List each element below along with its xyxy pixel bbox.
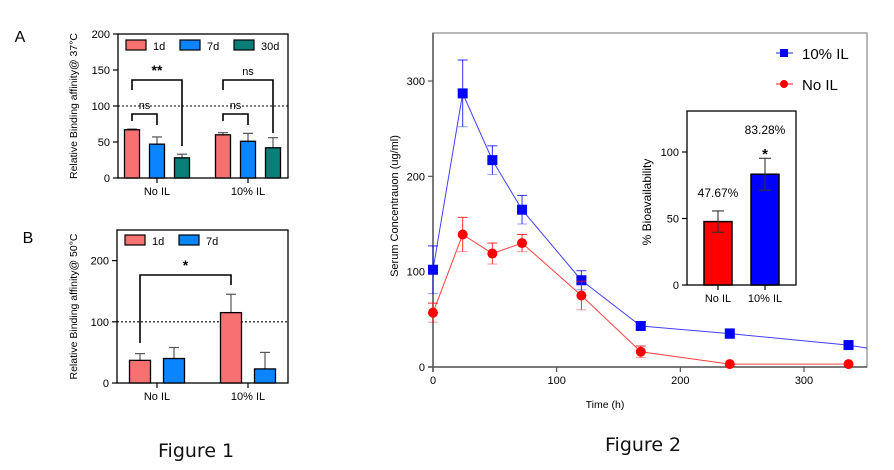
series-line <box>432 91 849 346</box>
y-tick-label: 0 <box>673 280 679 292</box>
figure-2: 0 100 200 300 0 100 200 300 Time (h) Serum Concen… <box>389 32 868 411</box>
bar <box>264 147 282 179</box>
y-tick-label: 300 <box>407 76 425 88</box>
data-point <box>517 204 528 215</box>
y-tick-label: 100 <box>92 101 110 113</box>
significance-label: ns <box>230 100 242 112</box>
legend-label: 1d <box>153 41 165 53</box>
bar <box>219 311 243 384</box>
data-point <box>576 275 587 286</box>
y-tick-label: 50 <box>98 137 110 149</box>
y-axis-label: % Bioavailability <box>640 159 654 246</box>
y-axis-label: Relative Binding affinity@ 50°C <box>68 233 80 379</box>
legend-label: 7d <box>206 236 218 248</box>
bar <box>253 368 277 384</box>
data-point <box>428 307 438 318</box>
legend-label: No IL <box>802 77 838 94</box>
x-axis-label: Time (h) <box>586 399 625 411</box>
figure-2-caption: Figure 2 <box>605 434 682 456</box>
data-point <box>487 155 498 166</box>
legend-label: 10% IL <box>802 46 849 63</box>
legend-label: 1d <box>152 236 164 248</box>
figure-2-inset: 0 50 100 % Bioavailability No IL 47.67% 10% IL… <box>640 110 797 305</box>
x-tick-label: 100 <box>547 375 565 387</box>
y-tick-label: 0 <box>419 362 425 374</box>
significance-bracket <box>131 79 183 146</box>
plot-frame <box>116 229 289 384</box>
significance-label: * <box>762 146 768 163</box>
legend-swatch <box>179 39 201 51</box>
bar <box>239 140 257 179</box>
bar <box>162 357 186 384</box>
y-tick-label: 50 <box>667 214 679 226</box>
significance-bracket <box>222 113 249 125</box>
series-line <box>432 233 849 365</box>
bar <box>214 134 232 179</box>
series-no-il <box>428 216 854 370</box>
significance-label: ** <box>152 62 163 78</box>
panel-label: A <box>15 29 26 46</box>
significance-bracket <box>131 113 158 125</box>
data-point <box>487 248 498 259</box>
x-tick-label: No IL <box>144 391 170 403</box>
y-tick-label: 100 <box>91 317 109 329</box>
y-axis-label: Relative Binding affinity@ 37°C <box>68 33 80 179</box>
panel-a: A 0 50 100 150 200 Relative Binding affinity@ … <box>15 29 289 198</box>
x-tick-label: 200 <box>671 375 689 387</box>
series-10-il <box>428 59 868 351</box>
significance-bracket <box>222 79 274 133</box>
data-point <box>724 359 735 370</box>
panel-b: B 0 100 200 Relative Binding affinity@ 50°C N… <box>23 229 289 403</box>
data-point <box>843 340 854 351</box>
inset-frame <box>686 110 797 286</box>
data-point <box>428 264 438 275</box>
y-axis-label: Serum Concentrauon (ug/ml) <box>389 135 401 277</box>
y-tick-label: 100 <box>407 267 425 279</box>
y-tick-label: 0 <box>103 378 109 390</box>
bar <box>148 143 166 179</box>
data-point <box>457 229 468 240</box>
figure-1-caption: Figure 1 <box>158 440 235 462</box>
y-tick-label: 0 <box>104 173 110 185</box>
legend-label: 30d <box>261 41 279 53</box>
significance-label: ns <box>242 66 254 78</box>
y-tick-label: 200 <box>407 171 425 183</box>
data-label: 83.28% <box>745 123 786 137</box>
x-tick-label: 300 <box>795 375 813 387</box>
significance-bracket <box>139 274 232 343</box>
data-point <box>724 328 735 339</box>
data-point <box>517 238 528 249</box>
legend-swatch <box>233 39 255 51</box>
y-tick-label: 200 <box>92 29 110 41</box>
y-tick-label: 100 <box>661 147 679 159</box>
significance-label: * <box>183 257 189 273</box>
data-point <box>843 359 854 370</box>
x-tick-label: No IL <box>705 293 731 305</box>
bar <box>128 359 152 384</box>
significance-label: ns <box>139 100 151 112</box>
data-point <box>635 346 646 357</box>
bar <box>173 157 191 179</box>
data-point <box>457 88 468 99</box>
bar <box>750 173 780 286</box>
x-tick-label: No IL <box>144 186 170 198</box>
x-tick-label: 0 <box>430 375 436 387</box>
legend-marker <box>780 80 788 88</box>
legend-swatch <box>125 39 147 51</box>
x-tick-label: 10% IL <box>231 186 265 198</box>
legend-swatch <box>124 234 146 246</box>
bar <box>123 129 141 179</box>
y-tick-label: 200 <box>91 256 109 268</box>
panel-label: B <box>23 230 34 247</box>
legend-swatch <box>178 234 200 246</box>
x-tick-label: 10% IL <box>231 391 265 403</box>
y-tick-label: 150 <box>92 65 110 77</box>
data-point <box>576 290 587 301</box>
legend-label: 7d <box>207 41 219 53</box>
x-tick-label: 10% IL <box>748 293 782 305</box>
data-label: 47.67% <box>698 186 739 200</box>
legend-marker <box>780 49 788 57</box>
data-point <box>635 321 646 332</box>
